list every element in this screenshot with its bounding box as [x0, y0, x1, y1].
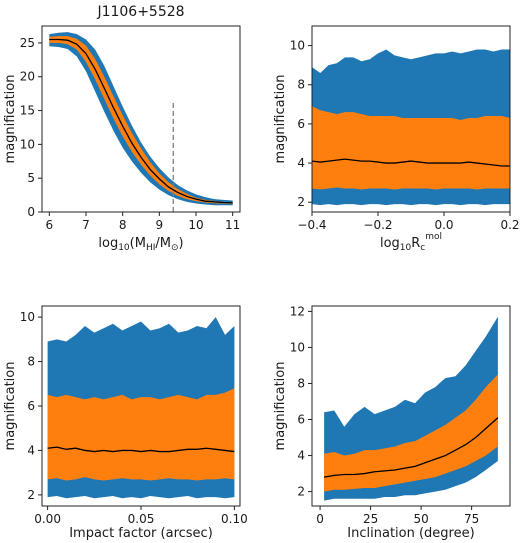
x-tick-label: 6 [46, 218, 54, 232]
y-axis-label: magnification [3, 75, 18, 164]
plot-area-impact [47, 317, 235, 499]
panel-rcmol: −0.4 −0.2 0.0 0.2 2 4 6 8 10 log10Rcmol magnifi… [273, 25, 520, 253]
y-tick-label: 6 [297, 117, 305, 131]
x-tick-label: 8 [119, 218, 127, 232]
x-axis-inclination: 0 25 50 75 [316, 506, 479, 526]
x-axis-label: log10Rcmol [380, 232, 442, 253]
x-tick-label: 0.0 [434, 218, 453, 232]
x-tick-label: 11 [225, 218, 240, 232]
x-axis-mass: 6 7 8 9 10 11 [46, 212, 240, 232]
y-axis-inclination: 2 4 6 8 10 12 [290, 304, 312, 499]
panel-mass: J1106+5528 6 7 8 9 10 11 0 5 10 15 20 25 log10(MHI… [3, 4, 241, 253]
x-tick-label: 0.10 [221, 512, 248, 526]
y-tick-label: 12 [290, 304, 305, 318]
median-line [47, 446, 235, 453]
y-tick-label: 2 [297, 195, 305, 209]
x-axis-rcmol: −0.4 −0.2 0.0 0.2 [297, 212, 520, 232]
x-axis-label: log10(MHI/M⊙) [98, 236, 183, 253]
y-tick-label: 4 [27, 443, 35, 457]
x-tick-label: −0.4 [297, 218, 326, 232]
x-tick-label: 7 [82, 218, 90, 232]
y-tick-label: 8 [297, 78, 305, 92]
plot-area-inclination [324, 316, 499, 501]
x-axis-label: Impact factor (arcsec) [69, 526, 213, 541]
y-tick-label: 8 [297, 376, 305, 390]
outer-band [49, 32, 233, 206]
inner-band [324, 374, 498, 492]
x-tick-label: 9 [156, 218, 164, 232]
plot-area-rcmol [312, 49, 510, 206]
y-tick-label: 2 [27, 488, 35, 502]
plot-area-mass [49, 32, 233, 212]
y-axis-impact: 2 4 6 8 10 [20, 310, 42, 502]
y-tick-label: 6 [297, 413, 305, 427]
x-tick-label: 0.05 [128, 512, 155, 526]
x-tick-label: 75 [464, 512, 479, 526]
x-tick-label: 0.2 [500, 218, 519, 232]
y-axis-rcmol: 2 4 6 8 10 [290, 39, 312, 209]
x-tick-label: 0 [316, 512, 324, 526]
x-axis-impact: 0.00 0.05 0.10 [34, 506, 248, 526]
median-line [49, 38, 233, 204]
axes-frame [311, 305, 511, 507]
x-tick-label: 50 [413, 512, 428, 526]
y-tick-label: 20 [20, 70, 35, 84]
x-tick-label: 0.00 [34, 512, 61, 526]
y-axis-label: magnification [273, 75, 288, 164]
inner-band [312, 106, 510, 190]
axes-frame [311, 25, 511, 213]
y-tick-label: 0 [27, 205, 35, 219]
y-tick-label: 10 [290, 39, 305, 53]
x-tick-label: 25 [363, 512, 378, 526]
y-tick-label: 10 [290, 340, 305, 354]
y-axis-label: magnification [273, 362, 288, 451]
y-tick-label: 8 [27, 355, 35, 369]
axes-frame [41, 25, 241, 213]
panel-title: J1106+5528 [96, 4, 184, 20]
y-tick-label: 4 [297, 156, 305, 170]
inner-band [49, 36, 233, 204]
y-tick-label: 10 [20, 137, 35, 151]
inner-band [47, 388, 235, 481]
x-axis-label: Inclination (degree) [347, 526, 474, 541]
y-tick-label: 25 [20, 36, 35, 50]
panel-inclination: 0 25 50 75 2 4 6 8 10 12 Inclination (degree) ma… [273, 304, 511, 541]
y-tick-label: 4 [297, 449, 305, 463]
median-line [312, 158, 510, 167]
y-tick-label: 10 [20, 310, 35, 324]
y-tick-label: 5 [27, 171, 35, 185]
panel-impact: 0.00 0.05 0.10 2 4 6 8 10 Impact factor (arcse… [3, 305, 248, 541]
x-tick-label: −0.2 [363, 218, 392, 232]
y-tick-label: 2 [297, 485, 305, 499]
median-line [324, 417, 499, 478]
y-axis-label: magnification [3, 362, 18, 451]
x-tick-label: 10 [188, 218, 203, 232]
y-tick-label: 15 [20, 104, 35, 118]
y-tick-label: 6 [27, 399, 35, 413]
y-axis-mass: 0 5 10 15 20 25 [20, 36, 42, 219]
